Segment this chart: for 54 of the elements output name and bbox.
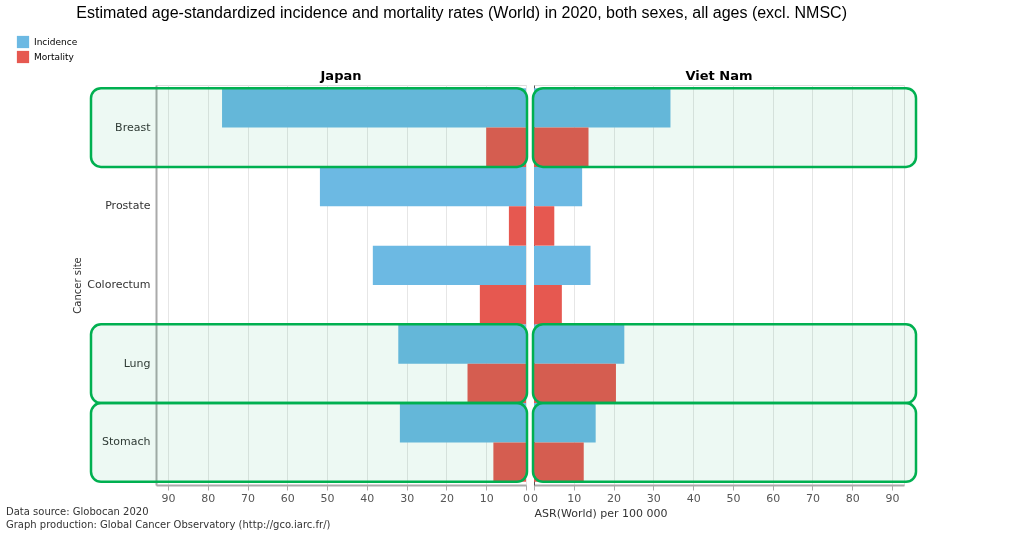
- x-tick-label: 20: [607, 491, 622, 505]
- x-tick-label: 90: [161, 491, 176, 505]
- y-tick-label: Stomach: [101, 435, 151, 449]
- x-tick-label: 0: [531, 491, 538, 505]
- bar: [222, 88, 526, 128]
- bar: [372, 245, 526, 285]
- y-axis-title: Cancer site: [72, 257, 84, 314]
- bar: [493, 442, 526, 482]
- bar: [467, 363, 526, 404]
- bar: [534, 324, 625, 364]
- y-tick-label: Lung: [123, 356, 151, 370]
- legend-label: Incidence: [34, 37, 78, 47]
- bar: [534, 442, 584, 482]
- x-tick-label: 80: [201, 491, 216, 505]
- x-tick-label: 40: [686, 491, 701, 505]
- text: Graph production: Global Cancer Observatory (http://gco.iarc.fr/): [6, 519, 331, 530]
- bar: [398, 324, 526, 364]
- x-tick-label: 60: [766, 491, 781, 505]
- bar: [534, 403, 596, 443]
- bar: [508, 206, 526, 246]
- x-tick-label: 50: [726, 491, 741, 505]
- bar: [534, 166, 583, 207]
- y-tick-label: Colorectum: [87, 278, 151, 291]
- chart-subtitle: Japan: [319, 68, 362, 83]
- bar: [486, 127, 526, 167]
- x-tick-label: 30: [400, 491, 415, 505]
- x-tick-label: 70: [241, 491, 256, 505]
- bar: [534, 127, 589, 167]
- bar: [534, 363, 616, 404]
- x-tick-label: 70: [805, 491, 820, 505]
- x-tick-label: 0: [523, 491, 530, 505]
- x-tick-label: 60: [280, 491, 295, 505]
- bar: [534, 285, 562, 325]
- x-tick-label: 10: [479, 491, 494, 505]
- x-tick-label: 80: [845, 491, 860, 505]
- y-tick-label: Prostate: [105, 199, 151, 213]
- x-tick-label: 50: [320, 491, 335, 505]
- x-tick-label: 40: [360, 491, 375, 505]
- bar: [534, 206, 555, 246]
- y-tick-label: Breast: [115, 120, 152, 134]
- legend-label: Mortality: [34, 52, 75, 62]
- x-tick-label: 10: [567, 491, 582, 505]
- bar: [319, 166, 526, 207]
- chart-title: Estimated age-standardized incidence and mortality rates (World) in 2020, both sexes, all ages (excl. NMSC): [76, 4, 847, 21]
- x-tick-label: 20: [439, 491, 454, 505]
- x-tick-label: 30: [646, 491, 661, 505]
- x-axis-title: ASR(World) per 100 000: [534, 506, 668, 520]
- x-tick-label: 90: [885, 491, 900, 505]
- bar: [479, 285, 526, 325]
- bar: [534, 245, 591, 285]
- chart-subtitle: Viet Nam: [685, 68, 753, 83]
- source-note: Data source: Globocan 2020: [6, 506, 149, 517]
- bar: [399, 403, 526, 443]
- bar: [534, 88, 671, 128]
